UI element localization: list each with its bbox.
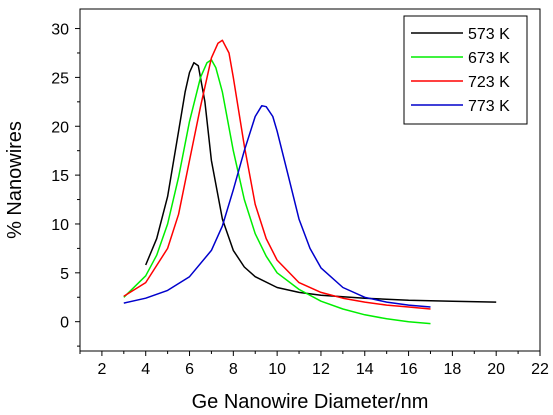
y-tick-label: 15 — [51, 168, 69, 185]
y-tick-label: 20 — [51, 119, 69, 136]
y-axis-title: % Nanowires — [4, 121, 26, 239]
legend: 573 K 673 K 723 K 773 K — [403, 15, 528, 125]
legend-label: 673 K — [468, 50, 510, 67]
y-tick-label: 30 — [51, 22, 69, 39]
y-axis-ticks: 0 5 10 15 20 25 30 — [51, 22, 80, 347]
x-tick-label: 8 — [229, 361, 238, 378]
y-tick-label: 0 — [60, 315, 69, 332]
x-tick-label: 18 — [443, 361, 461, 378]
x-axis-ticks: 2 4 6 8 10 12 14 16 18 20 22 — [79, 351, 549, 378]
x-tick-label: 6 — [185, 361, 194, 378]
legend-label: 723 K — [468, 74, 510, 91]
x-tick-label: 10 — [268, 361, 286, 378]
series-line-773-k — [123, 104, 431, 308]
series-line-723-k — [123, 39, 431, 310]
legend-label: 573 K — [468, 26, 510, 43]
series-line-573-k — [145, 61, 497, 303]
y-tick-label: 5 — [60, 266, 69, 283]
x-tick-label: 16 — [400, 361, 418, 378]
x-tick-label: 4 — [141, 361, 150, 378]
legend-label: 773 K — [468, 98, 510, 115]
y-tick-label: 10 — [51, 217, 69, 234]
y-tick-label: 25 — [51, 70, 69, 87]
series-layer — [123, 39, 497, 325]
plot-frame — [79, 8, 541, 352]
x-tick-label: 22 — [531, 361, 549, 378]
x-axis-title: Ge Nanowire Diameter/nm — [192, 391, 429, 413]
x-tick-label: 12 — [312, 361, 330, 378]
series-line-673-k — [123, 59, 431, 325]
legend-box — [403, 15, 528, 125]
x-tick-label: 14 — [356, 361, 374, 378]
x-tick-label: 2 — [97, 361, 106, 378]
x-tick-label: 20 — [487, 361, 505, 378]
